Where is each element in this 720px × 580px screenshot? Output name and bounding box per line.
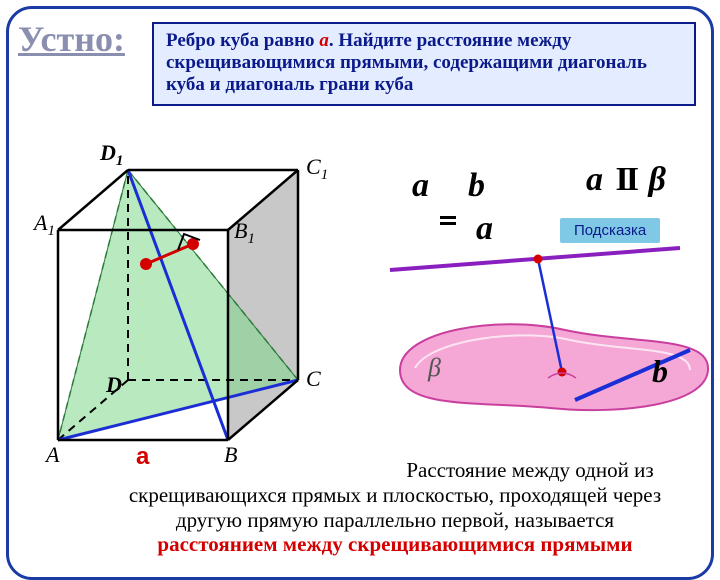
svg-text:A: A <box>44 442 60 467</box>
cube-diagram: A B C D A1 B1 C1 D1 a <box>28 130 368 460</box>
svg-text:C: C <box>306 366 321 391</box>
svg-text:D1: D1 <box>99 140 123 169</box>
problem-text-before: Ребро куба равно <box>166 30 319 51</box>
svg-text:b: b <box>652 353 668 389</box>
svg-text:A1: A1 <box>32 210 55 239</box>
definition-text: Расстояние между одной из скрещивающихся… <box>70 458 720 557</box>
svg-text:β: β <box>427 353 441 382</box>
svg-text:D: D <box>105 372 122 397</box>
def-l1: Расстояние между одной из <box>406 458 653 482</box>
problem-statement: Ребро куба равно а. Найдите расстояние м… <box>152 22 696 106</box>
def-l4: расстоянием между скрещивающимися прямым… <box>157 532 632 556</box>
problem-var-a: а <box>319 30 329 51</box>
skew-symbol: a b <box>412 167 485 205</box>
def-l2: скрещивающихся прямых и плоскостью, прох… <box>129 483 661 507</box>
plane-diagram: β b <box>390 240 710 420</box>
section-title: Устно: <box>18 18 125 60</box>
parallel-symbol: a II β <box>586 161 666 199</box>
def-l3: другую прямую параллельно первой, называ… <box>176 508 614 532</box>
svg-text:C1: C1 <box>306 154 328 183</box>
